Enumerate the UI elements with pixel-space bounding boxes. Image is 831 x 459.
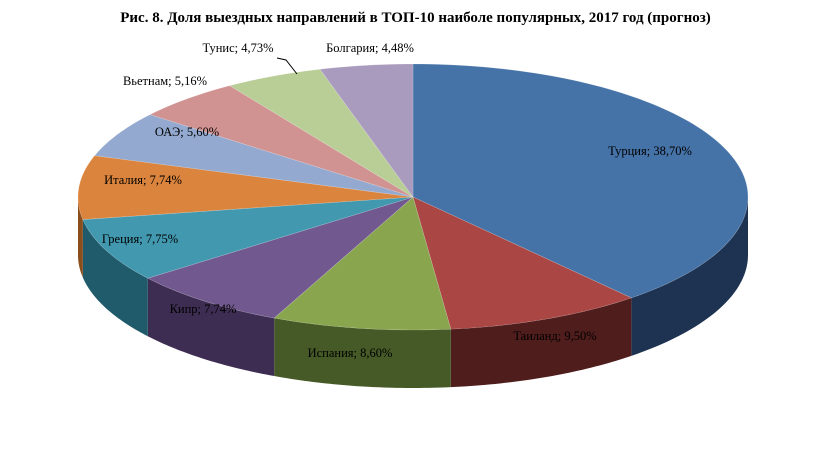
slice-label-0: Турция; 38,70% xyxy=(608,144,692,158)
slice-label-1: Таиланд; 9,50% xyxy=(513,329,596,343)
pie-slice-2 xyxy=(273,196,452,331)
slice-label-3: Кипр; 7,74% xyxy=(170,302,237,316)
slice-label-5: Италия; 7,74% xyxy=(104,173,182,187)
slice-label-6: ОАЭ; 5,60% xyxy=(155,125,219,139)
pie-side-3 xyxy=(147,278,275,377)
pie-slice-5 xyxy=(77,155,414,220)
pie-side-0 xyxy=(631,197,748,356)
pie-side-5 xyxy=(78,197,83,278)
pie-slice-1 xyxy=(412,196,633,330)
pie-slice-3 xyxy=(146,196,414,319)
leader-line-tunis xyxy=(276,57,298,75)
slice-label-7: Вьетнам; 5,16% xyxy=(123,74,207,88)
pie-slice-6 xyxy=(94,114,414,198)
pie-slice-4 xyxy=(82,196,414,279)
slice-label-8: Тунис; 4,73% xyxy=(202,41,273,55)
pie-side-4 xyxy=(82,219,148,337)
pie-side-1 xyxy=(450,297,632,388)
pie-slice-7 xyxy=(149,85,414,198)
chart-title: Рис. 8. Доля выездных направлений в ТОП-… xyxy=(120,10,711,26)
slice-label-9: Болгария; 4,48% xyxy=(326,41,414,55)
pie-slice-9 xyxy=(319,63,414,198)
pie-slice-0 xyxy=(412,63,749,299)
pie-side-2 xyxy=(274,318,451,388)
slice-label-2: Испания; 8,60% xyxy=(308,346,393,360)
slice-label-4: Греция; 7,75% xyxy=(102,232,178,246)
pie-slice-8 xyxy=(229,68,414,198)
